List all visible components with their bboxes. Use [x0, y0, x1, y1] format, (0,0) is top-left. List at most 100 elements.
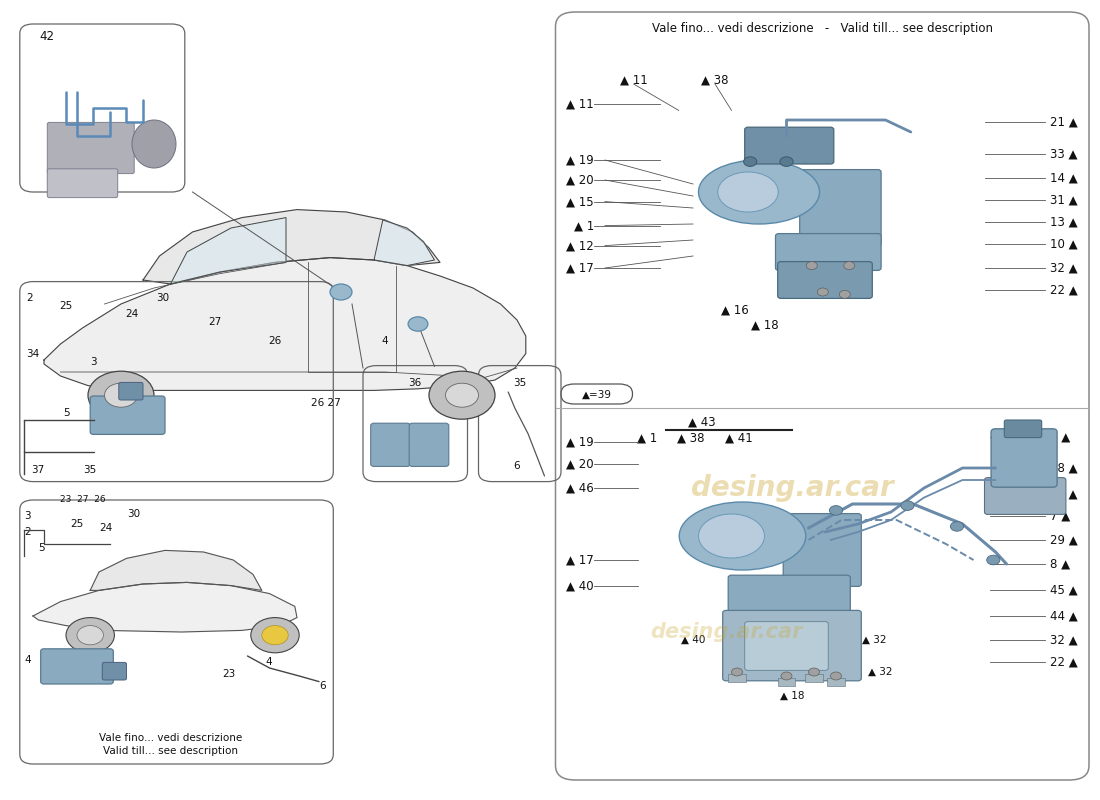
Text: 21 ▲: 21 ▲: [1050, 115, 1078, 128]
Text: 31 ▲: 31 ▲: [1050, 194, 1078, 206]
Text: 27: 27: [208, 317, 221, 326]
Circle shape: [330, 284, 352, 300]
FancyBboxPatch shape: [723, 610, 861, 681]
Text: 42: 42: [40, 30, 55, 43]
Text: ▲ 38: ▲ 38: [702, 74, 728, 86]
Text: 44 ▲: 44 ▲: [1050, 610, 1078, 622]
Text: 23: 23: [222, 669, 235, 678]
Text: 4: 4: [265, 658, 272, 667]
Text: desing.ar.car: desing.ar.car: [650, 622, 802, 642]
Text: 7 ▲: 7 ▲: [1050, 510, 1070, 522]
Circle shape: [88, 371, 154, 419]
Circle shape: [817, 288, 828, 296]
FancyBboxPatch shape: [1004, 420, 1042, 438]
Text: ▲ 12: ▲ 12: [566, 239, 594, 252]
Text: 24: 24: [125, 309, 139, 318]
Ellipse shape: [698, 514, 764, 558]
Text: 14 ▲: 14 ▲: [1050, 171, 1078, 184]
Text: 2: 2: [26, 293, 33, 302]
Polygon shape: [143, 210, 440, 284]
Text: ▲ 32: ▲ 32: [868, 667, 892, 677]
Text: ▲ 46: ▲ 46: [566, 482, 594, 494]
FancyBboxPatch shape: [745, 127, 834, 164]
Text: ▲ 1: ▲ 1: [574, 219, 594, 232]
FancyBboxPatch shape: [371, 423, 410, 466]
Text: 23  27  26: 23 27 26: [60, 495, 106, 505]
Polygon shape: [170, 218, 286, 284]
Text: 33 ▲: 33 ▲: [1050, 147, 1078, 160]
Text: 35: 35: [84, 465, 97, 474]
Circle shape: [408, 317, 428, 331]
Text: 37: 37: [31, 465, 44, 474]
Text: 25: 25: [70, 519, 84, 529]
Circle shape: [950, 522, 964, 531]
Text: 4: 4: [24, 655, 31, 665]
Circle shape: [830, 672, 842, 680]
Polygon shape: [374, 220, 434, 266]
FancyBboxPatch shape: [728, 575, 850, 618]
Text: 4: 4: [382, 336, 388, 346]
Text: 22 ▲: 22 ▲: [1050, 283, 1078, 296]
FancyBboxPatch shape: [119, 382, 143, 400]
Text: 9 ▲: 9 ▲: [1050, 430, 1070, 443]
Text: Vale fino... vedi descrizione
Valid till... see description: Vale fino... vedi descrizione Valid till…: [99, 733, 242, 756]
Circle shape: [104, 383, 138, 407]
Bar: [827, 678, 845, 686]
FancyBboxPatch shape: [778, 262, 872, 298]
Circle shape: [806, 262, 817, 270]
Text: ▲ 16: ▲ 16: [720, 304, 749, 317]
Circle shape: [429, 371, 495, 419]
Polygon shape: [33, 582, 297, 632]
FancyBboxPatch shape: [745, 622, 828, 670]
FancyBboxPatch shape: [47, 122, 134, 174]
Text: ▲ 1: ▲ 1: [637, 432, 657, 445]
Text: 5: 5: [39, 543, 45, 553]
Text: 3: 3: [90, 357, 97, 366]
FancyBboxPatch shape: [102, 662, 126, 680]
Text: 13 ▲: 13 ▲: [1050, 216, 1078, 229]
Circle shape: [839, 290, 850, 298]
Text: 2: 2: [24, 527, 31, 537]
Polygon shape: [90, 550, 262, 590]
Text: ▲ 43: ▲ 43: [688, 416, 716, 429]
Text: ▲ 18: ▲ 18: [780, 691, 804, 701]
Text: ▲ 32: ▲ 32: [862, 635, 887, 645]
Text: ▲ 20: ▲ 20: [566, 174, 594, 186]
Text: ▲ 17: ▲ 17: [566, 554, 594, 566]
Text: 26 27: 26 27: [310, 398, 341, 408]
Text: ▲ 17: ▲ 17: [566, 262, 594, 274]
Text: 8 ▲: 8 ▲: [1050, 558, 1070, 570]
Bar: [805, 674, 823, 682]
Text: 25: 25: [59, 301, 73, 310]
Text: 34: 34: [26, 349, 40, 358]
Text: 33 ▲: 33 ▲: [1050, 488, 1078, 501]
Text: 26: 26: [268, 336, 282, 346]
Text: ▲ 18: ▲ 18: [750, 318, 779, 331]
Circle shape: [808, 668, 820, 676]
Circle shape: [781, 672, 792, 680]
Text: ▲ 15: ▲ 15: [566, 195, 594, 208]
Ellipse shape: [698, 160, 820, 224]
Circle shape: [829, 506, 843, 515]
Text: 30: 30: [156, 293, 169, 302]
FancyBboxPatch shape: [783, 514, 861, 586]
FancyBboxPatch shape: [409, 423, 449, 466]
Circle shape: [732, 668, 742, 676]
Text: ▲ 19: ▲ 19: [566, 154, 594, 166]
FancyBboxPatch shape: [41, 649, 113, 684]
Circle shape: [66, 618, 114, 653]
Ellipse shape: [717, 172, 778, 212]
Text: ▲ 33: ▲ 33: [723, 635, 747, 645]
Text: 45 ▲: 45 ▲: [1050, 584, 1078, 597]
Text: 10 ▲: 10 ▲: [1050, 238, 1078, 250]
Circle shape: [744, 157, 757, 166]
Circle shape: [262, 626, 288, 645]
Text: 35: 35: [513, 378, 527, 387]
Text: 6: 6: [319, 682, 326, 691]
Bar: [778, 678, 795, 686]
FancyBboxPatch shape: [47, 169, 118, 198]
Text: ▲ 19: ▲ 19: [566, 435, 594, 448]
Text: ▲ 38: ▲ 38: [676, 432, 704, 445]
Text: 22 ▲: 22 ▲: [1050, 656, 1078, 669]
Circle shape: [987, 555, 1000, 565]
